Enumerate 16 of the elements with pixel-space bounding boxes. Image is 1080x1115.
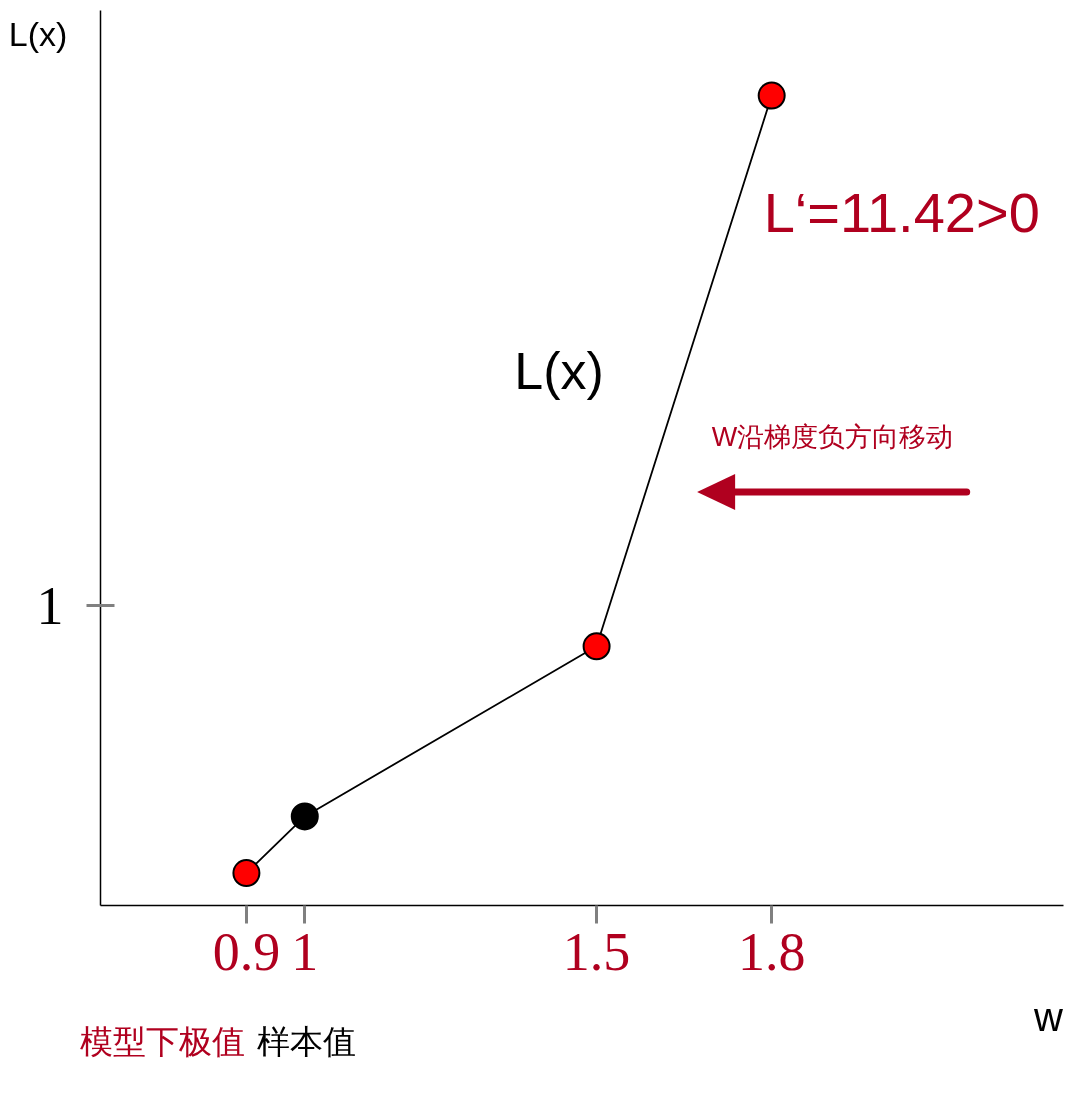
y-axis-title: L(x) (8, 14, 68, 53)
text: 1 (36, 575, 64, 636)
point (232, 859, 261, 888)
x-tick-label: 1.5 (562, 921, 631, 982)
x-tick-label: 1.8 (737, 921, 806, 982)
point (757, 81, 786, 110)
annotation: W沿梯度负方向移动 (711, 422, 954, 453)
x-tick-label: 1 (291, 921, 319, 982)
point (290, 802, 319, 831)
series-label: L(x) (514, 341, 604, 400)
x-axis-title: w (1033, 994, 1064, 1039)
text: 模型下极值 (79, 1022, 245, 1060)
text: 样本值 (257, 1022, 356, 1060)
point (582, 632, 611, 661)
annotation: L‘=11.42>0 (763, 180, 1040, 244)
x-tick-label: 0.9 (212, 921, 281, 982)
